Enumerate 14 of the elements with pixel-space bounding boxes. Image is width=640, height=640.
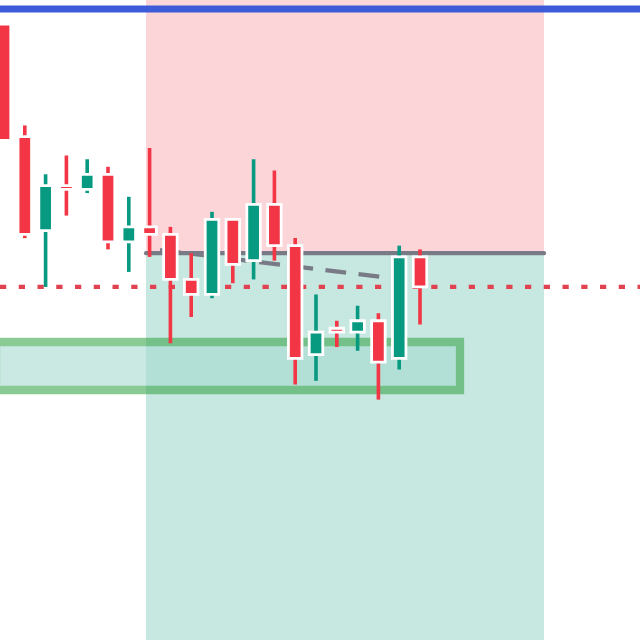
candlestick (120, 195, 137, 274)
candlestick (162, 225, 179, 346)
candlestick (349, 303, 366, 353)
candlestick (79, 157, 96, 195)
candlestick (224, 217, 241, 285)
candlestick (411, 247, 429, 327)
candlestick (328, 318, 345, 349)
candlestick (266, 168, 283, 263)
candlestick (58, 153, 75, 218)
candlestick (307, 292, 325, 383)
candlestick (141, 146, 158, 259)
candlestick (37, 172, 54, 289)
candlestick (183, 251, 200, 319)
candlestick (370, 311, 387, 402)
